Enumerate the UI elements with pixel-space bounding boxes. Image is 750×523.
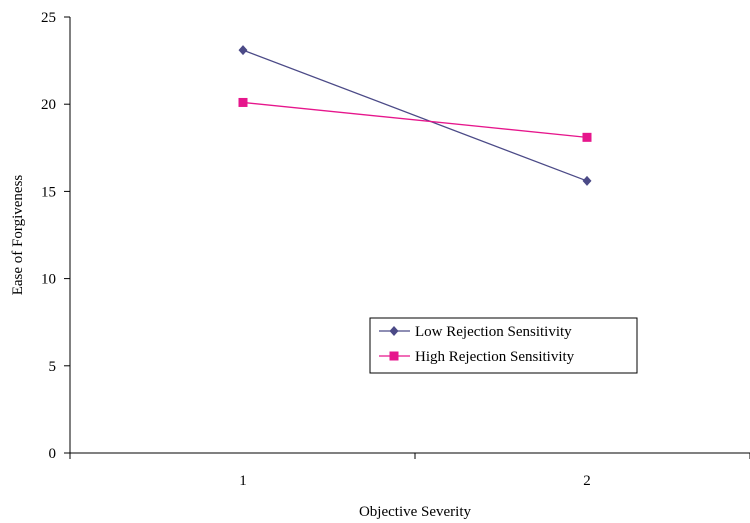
series-layer — [238, 45, 592, 186]
data-point — [582, 132, 592, 142]
legend-label: Low Rejection Sensitivity — [415, 324, 572, 340]
legend: Low Rejection Sensitivity High Rejection … — [369, 317, 638, 374]
data-point — [582, 175, 592, 186]
data-point — [238, 97, 248, 107]
legend-items: Low Rejection Sensitivity High Rejection … — [379, 324, 575, 365]
axes — [69, 17, 750, 454]
legend-label: High Rejection Sensitivity — [415, 349, 575, 365]
legend-marker — [389, 326, 399, 336]
y-tick-label: 25 — [41, 10, 56, 26]
legend-marker — [389, 351, 399, 361]
series-high-rejection-sensitivity — [238, 97, 592, 142]
y-tick-label: 5 — [49, 359, 57, 375]
x-axis-title: Objective Severity — [359, 504, 472, 520]
series-line — [242, 49, 588, 182]
y-tick-label: 10 — [41, 272, 56, 288]
series-line — [242, 101, 588, 138]
y-tick-label: 20 — [41, 97, 56, 113]
y-tick-label: 15 — [41, 184, 56, 200]
y-axis-title: Ease of Forgiveness — [10, 175, 26, 296]
legend-box — [369, 317, 638, 374]
legend-item: High Rejection Sensitivity — [379, 349, 575, 365]
legend-item: Low Rejection Sensitivity — [379, 324, 572, 340]
series-low-rejection-sensitivity — [238, 45, 592, 186]
x-tick-label: 2 — [583, 473, 591, 489]
y-tick-label: 0 — [49, 446, 57, 462]
x-tick-label: 1 — [239, 473, 247, 489]
data-point — [238, 45, 248, 56]
y-ticks: 0 5 10 15 20 25 — [41, 10, 70, 462]
